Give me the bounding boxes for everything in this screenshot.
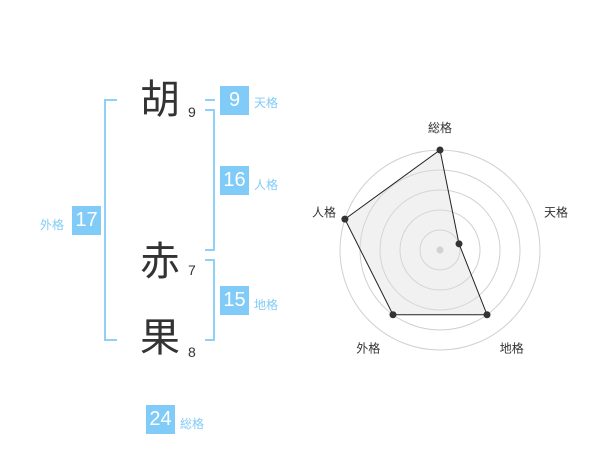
stroke-count-3: 8 xyxy=(188,344,196,360)
jinkaku-value: 16 xyxy=(220,166,249,195)
chikaku-label: 地格 xyxy=(254,298,279,312)
radar-axis-label: 天格 xyxy=(544,204,568,219)
radar-point-総格 xyxy=(436,146,444,154)
tenkaku-bracket xyxy=(205,99,215,101)
gaikaku-bracket xyxy=(104,99,117,341)
soukaku-value: 24 xyxy=(146,405,175,434)
jinkaku-label: 人格 xyxy=(254,178,279,192)
name-char-3: 果 xyxy=(140,315,180,361)
radar-point-外格 xyxy=(389,311,397,319)
radar-axis-label: 総格 xyxy=(428,120,452,135)
name-char-2: 赤 xyxy=(140,239,180,285)
tenkaku-label: 天格 xyxy=(254,96,279,110)
radar-ring xyxy=(419,229,461,271)
stroke-count-2: 7 xyxy=(188,262,196,278)
radar-point-人格 xyxy=(341,215,349,223)
chikaku-bracket xyxy=(205,259,215,341)
radar-center xyxy=(436,246,444,254)
tenkaku-value: 9 xyxy=(220,86,249,115)
radar-axis-label: 地格 xyxy=(500,341,524,356)
chikaku-value: 15 xyxy=(220,286,249,315)
gaikaku-value: 17 xyxy=(72,206,101,235)
radar-point-地格 xyxy=(483,311,491,319)
name-char-1: 胡 xyxy=(140,77,180,123)
radar-ring xyxy=(399,209,481,291)
gaikaku-label: 外格 xyxy=(40,218,65,232)
radar-axis-label: 外格 xyxy=(356,341,380,356)
stroke-count-1: 9 xyxy=(188,104,196,120)
radar-point-天格 xyxy=(455,240,463,248)
soukaku-label: 総格 xyxy=(180,417,205,431)
radar-area xyxy=(344,149,488,316)
jinkaku-bracket xyxy=(205,109,215,251)
radar-ring xyxy=(379,189,501,311)
radar-axis-label: 人格 xyxy=(312,204,336,219)
